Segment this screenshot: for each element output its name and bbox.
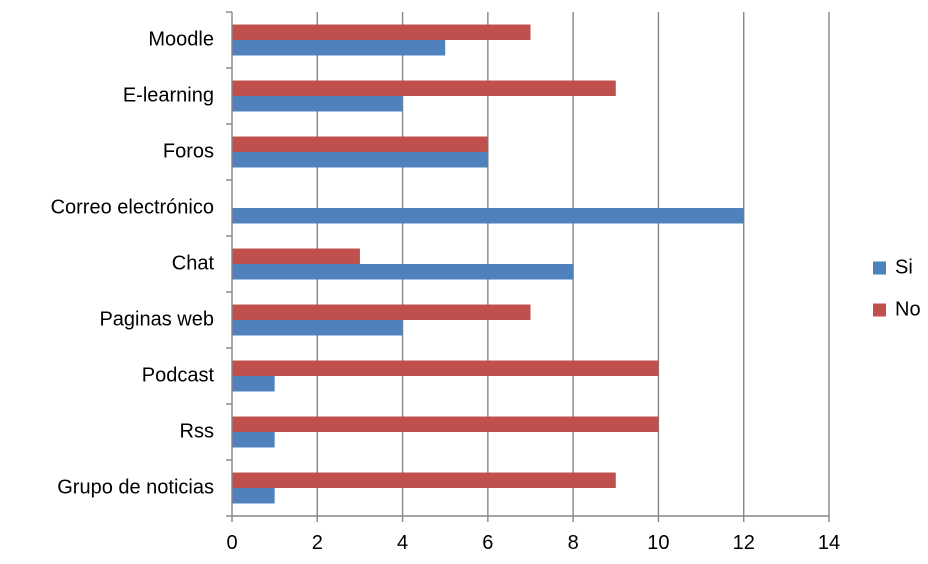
bar-no-5 [232,304,531,320]
category-label: Moodle [148,28,214,50]
category-label: Chat [172,252,215,274]
category-label: Grupo de noticias [57,476,214,498]
x-tick-label: 4 [397,532,408,554]
x-tick-label: 14 [818,532,840,554]
category-label: Foros [163,140,214,162]
bar-no-7 [232,416,659,432]
bar-si-8 [232,488,275,504]
bar-si-4 [232,264,574,280]
bar-si-0 [232,40,446,56]
bar-no-1 [232,80,616,96]
legend-label: No [895,298,921,320]
bar-si-7 [232,432,275,448]
x-tick-labels: 0 2 4 6 8 10 12 14 [226,532,840,554]
category-label: Correo electrónico [51,196,214,218]
category-labels: Moodle E-learning Foros Correo electrónico C… [51,28,215,498]
x-tick-label: 0 [226,532,237,554]
legend-label: Si [895,256,913,278]
bar-si-5 [232,320,403,336]
legend-swatch [873,261,886,275]
bar-no-8 [232,472,616,488]
x-tick-label: 8 [568,532,579,554]
bar-si-2 [232,152,488,168]
axes [226,11,830,522]
category-label: Podcast [142,364,215,386]
bar-no-6 [232,360,659,376]
x-tick-label: 2 [312,532,323,554]
bars [232,24,744,504]
bar-no-0 [232,24,531,40]
bar-no-4 [232,248,360,264]
legend-swatch [873,303,886,317]
bar-si-1 [232,96,403,112]
bar-si-3 [232,208,744,224]
legend: Si No [873,256,921,320]
x-tick-label: 12 [733,532,755,554]
x-tick-label: 10 [647,532,669,554]
category-label: Paginas web [99,308,214,330]
x-tick-label: 6 [482,532,493,554]
category-label: Rss [180,420,214,442]
bar-si-6 [232,376,275,392]
category-label: E-learning [123,84,214,106]
bar-no-2 [232,136,488,152]
